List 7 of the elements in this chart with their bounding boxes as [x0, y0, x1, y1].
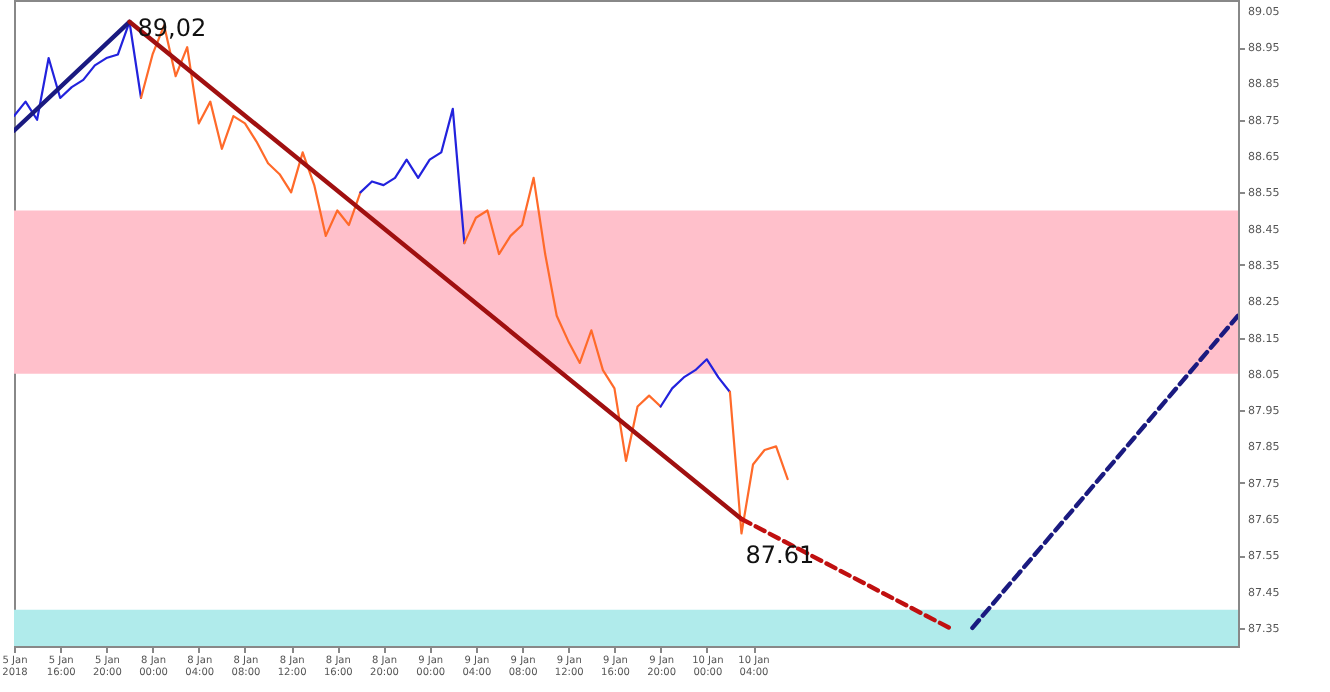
line-series [359, 107, 466, 245]
line-series [728, 390, 789, 535]
line-series [463, 176, 662, 463]
annotation: 87.61 [745, 541, 815, 570]
line-series [659, 358, 732, 408]
annotation: 89,02 [137, 13, 207, 42]
line-series [14, 20, 143, 121]
